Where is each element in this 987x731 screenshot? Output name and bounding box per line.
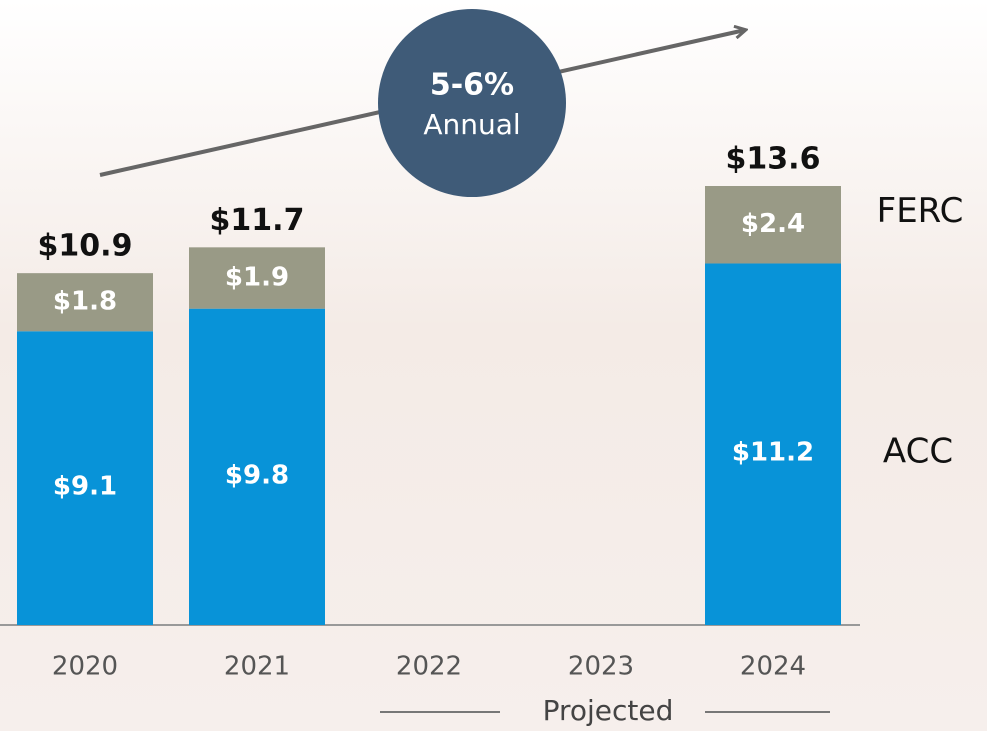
value-label: $9.8 [225, 460, 289, 490]
chart: 5-6% Annual Projected 2020 $9.1 $1.8 $10.9 2… [0, 0, 987, 731]
total-label: $13.6 [726, 142, 821, 177]
value-label: $1.9 [225, 262, 289, 292]
total-label: $11.7 [210, 203, 305, 238]
page: 5-6% Annual Projected 2020 $9.1 $1.8 $10.9 2… [0, 0, 987, 731]
legend-label: FERC [877, 191, 964, 231]
growth-badge [378, 9, 566, 197]
value-label: $2.4 [741, 209, 805, 239]
value-label: $9.1 [53, 472, 117, 502]
x-tick-label: 2021 [224, 652, 290, 682]
projected-label: Projected [543, 694, 674, 727]
x-tick-label: 2022 [396, 652, 462, 682]
growth-period: Annual [423, 108, 520, 141]
x-tick-label: 2020 [52, 652, 118, 682]
legend-label: ACC [883, 432, 953, 472]
x-tick-label: 2023 [568, 652, 634, 682]
growth-rate: 5-6% [430, 68, 514, 103]
value-label: $1.8 [53, 287, 117, 317]
value-label: $11.2 [732, 438, 814, 468]
total-label: $10.9 [38, 229, 133, 264]
x-tick-label: 2024 [740, 652, 806, 682]
